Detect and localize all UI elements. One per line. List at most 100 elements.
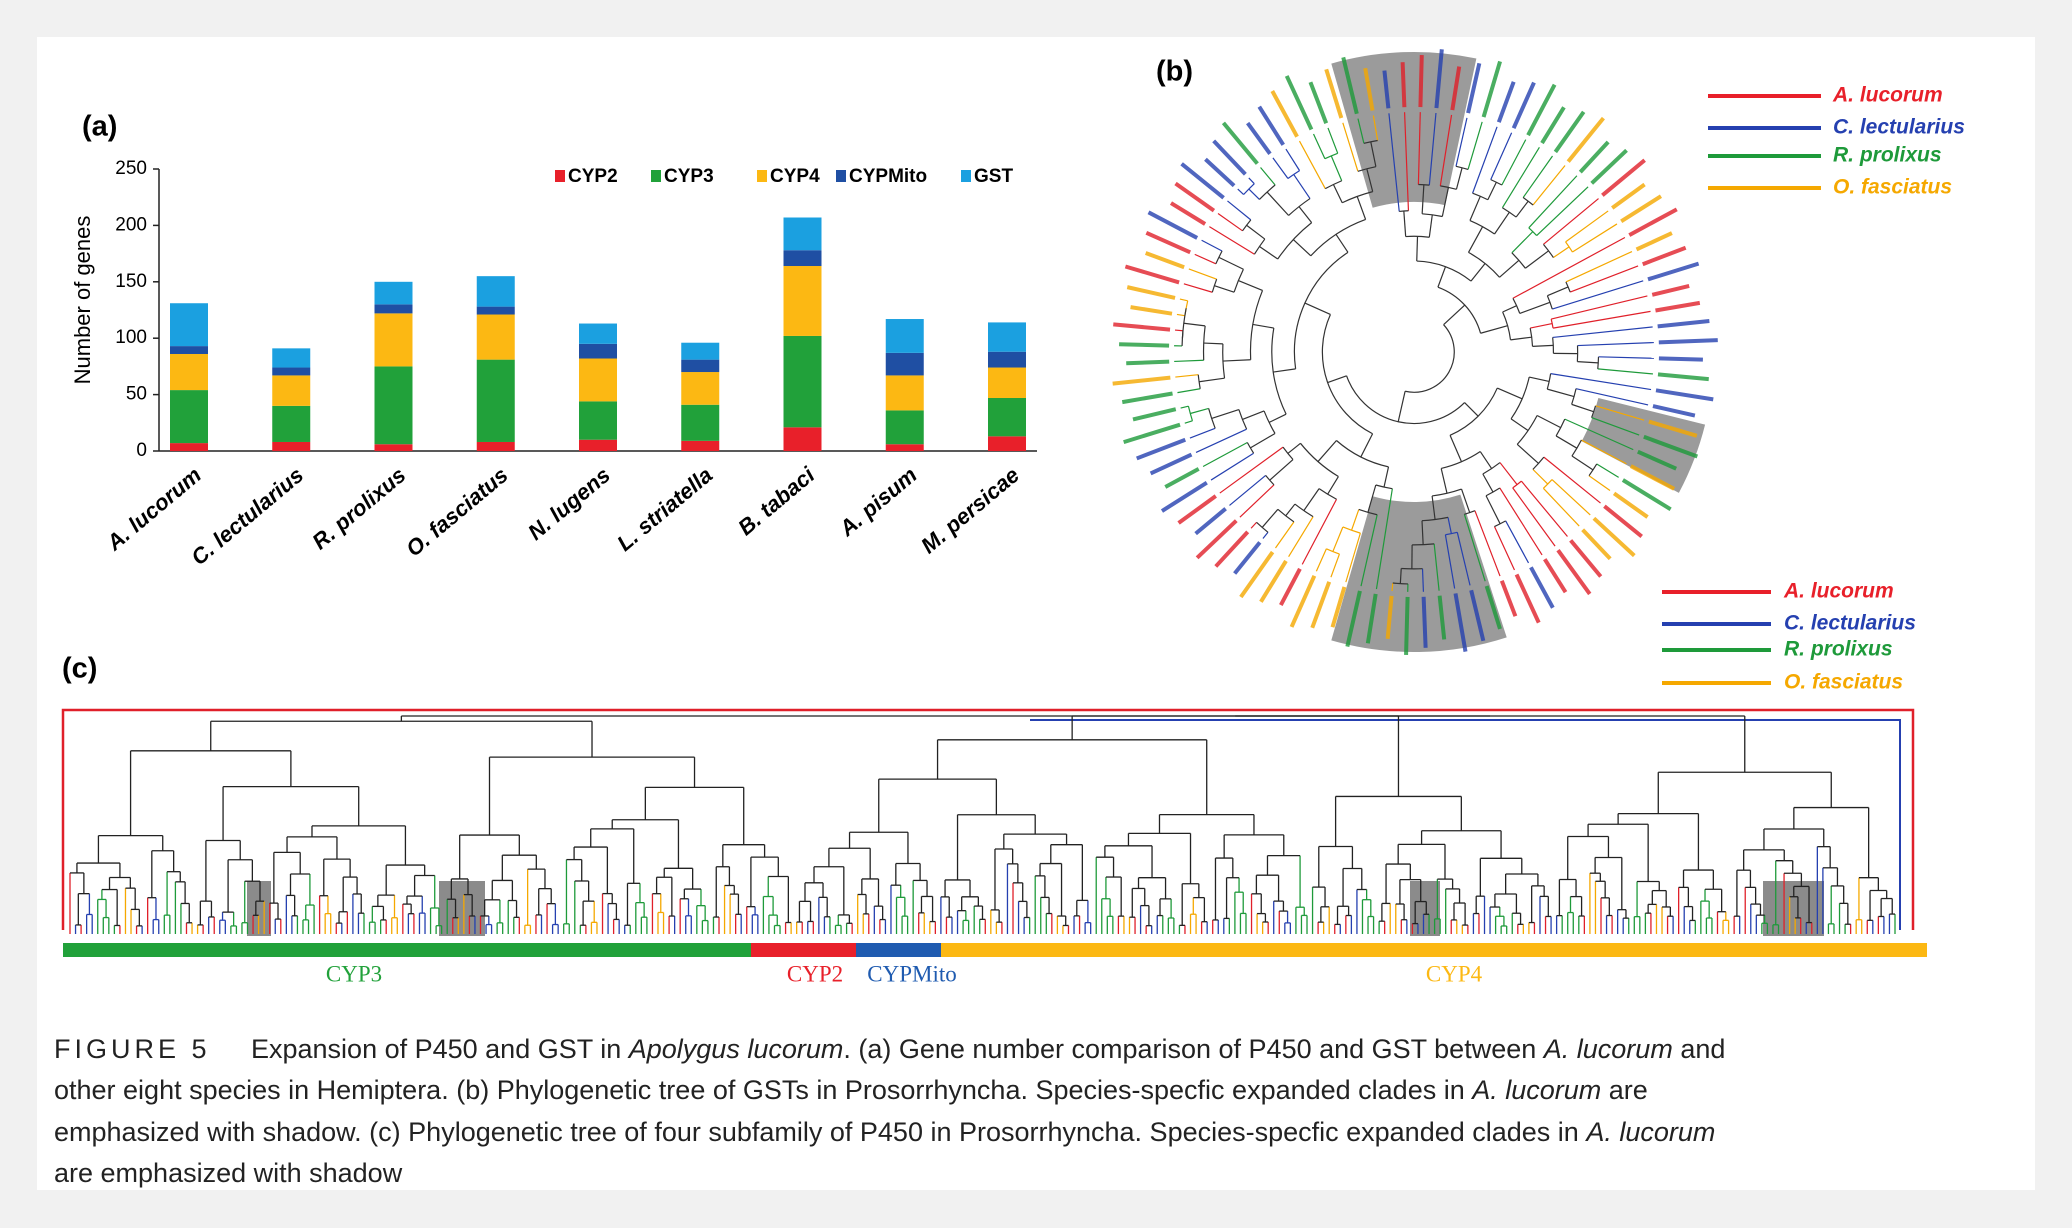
branch — [1183, 283, 1213, 293]
branch-arc — [1215, 250, 1223, 265]
bar-segment — [374, 444, 413, 451]
branch — [1529, 376, 1550, 383]
branch-arc — [1294, 503, 1314, 518]
leaf-label — [1259, 559, 1288, 603]
branch — [1266, 191, 1290, 216]
branch — [1581, 439, 1627, 465]
branch — [1210, 452, 1254, 481]
branch — [1298, 206, 1313, 223]
leaf-label — [1257, 105, 1285, 146]
legend-label: GST — [974, 166, 1013, 187]
branch — [1482, 473, 1494, 493]
branch — [1510, 418, 1529, 432]
branch — [1201, 239, 1223, 252]
branch-arc — [1546, 295, 1553, 310]
branch — [1530, 322, 1553, 329]
gst-tree — [1112, 49, 1718, 655]
branch-arc — [1208, 408, 1216, 429]
leaf-label — [1239, 550, 1275, 599]
leaf-label — [1124, 264, 1180, 285]
bar-segment — [476, 441, 515, 451]
subfamily-bar — [856, 943, 941, 957]
branch — [1421, 520, 1424, 545]
branch — [1287, 442, 1301, 454]
branch — [1433, 543, 1440, 591]
branch — [1551, 295, 1648, 320]
branch — [1327, 127, 1339, 154]
leaf-label — [1310, 581, 1332, 629]
legend-label: CYPMito — [849, 166, 927, 187]
branch — [1360, 433, 1374, 458]
caption-run: Apolygus lucorum — [627, 1034, 844, 1064]
branch — [1485, 495, 1501, 525]
branch — [1177, 388, 1201, 394]
branch — [1248, 177, 1255, 185]
leaf-label — [1484, 585, 1502, 630]
caption-line: are emphasized with shadow — [54, 1158, 403, 1188]
branch — [1175, 374, 1199, 378]
branch — [1391, 582, 1394, 592]
leaf-label — [1453, 593, 1468, 652]
branch — [1470, 263, 1486, 282]
branch — [1467, 226, 1484, 253]
branch — [1246, 224, 1266, 240]
branch — [1532, 344, 1554, 347]
branch-arc — [1341, 191, 1373, 204]
branch — [1269, 459, 1294, 481]
clade-shadow — [1410, 881, 1440, 936]
legend-label: C. lectularius — [1784, 612, 1916, 635]
branch — [1202, 441, 1248, 468]
branch — [1375, 488, 1393, 590]
branch — [1211, 408, 1240, 420]
branch — [1183, 322, 1206, 327]
branch — [1199, 377, 1225, 383]
outer-branch — [61, 708, 1915, 930]
branch — [1261, 508, 1279, 528]
branch — [1194, 253, 1217, 265]
bar-segment — [988, 436, 1026, 451]
branch — [1357, 118, 1365, 144]
legend-swatch — [836, 170, 846, 182]
branch — [1463, 514, 1486, 582]
bar-segment — [272, 405, 311, 442]
bar-segment — [170, 390, 208, 444]
leaf-label — [1529, 566, 1555, 609]
leaf-label — [1365, 593, 1378, 644]
branch — [1444, 534, 1456, 589]
leaf-label — [1657, 372, 1709, 382]
y-tick-label: 200 — [115, 214, 147, 235]
branch — [1516, 443, 1539, 464]
branch — [1222, 359, 1251, 362]
leaf-label — [1651, 283, 1690, 297]
caption-label: FIGURE 5 — [54, 1034, 211, 1064]
subfamily-bar — [941, 943, 1927, 957]
leaf-label — [1212, 139, 1247, 176]
branch — [1467, 121, 1483, 170]
bar-segment — [170, 353, 208, 391]
leaf-label — [1603, 504, 1643, 538]
branch — [1312, 133, 1326, 159]
branch — [1190, 407, 1209, 415]
leaf-label — [1481, 60, 1502, 118]
branch — [1441, 187, 1450, 217]
branch — [1569, 265, 1639, 293]
caption-run: and — [1673, 1034, 1726, 1064]
leaf-label — [1658, 356, 1703, 362]
bar-segment — [476, 359, 515, 442]
branch-arc — [1326, 548, 1340, 555]
branch-arc — [1265, 475, 1275, 486]
branch — [1317, 440, 1337, 462]
caption-run: A. lucorum — [1584, 1117, 1715, 1147]
leaf-label — [1174, 181, 1216, 213]
branch — [1479, 451, 1493, 469]
leaf-label — [1526, 83, 1557, 137]
branch — [1327, 476, 1339, 495]
leaf-label — [1655, 388, 1714, 402]
legend-label: O. fasciatus — [1833, 176, 1952, 199]
leaf-label — [1126, 359, 1170, 366]
bar-segment — [374, 366, 413, 445]
bar-segment — [170, 303, 208, 347]
branch — [1273, 368, 1296, 373]
leaf-label — [1418, 55, 1424, 108]
branch — [1524, 250, 1549, 269]
